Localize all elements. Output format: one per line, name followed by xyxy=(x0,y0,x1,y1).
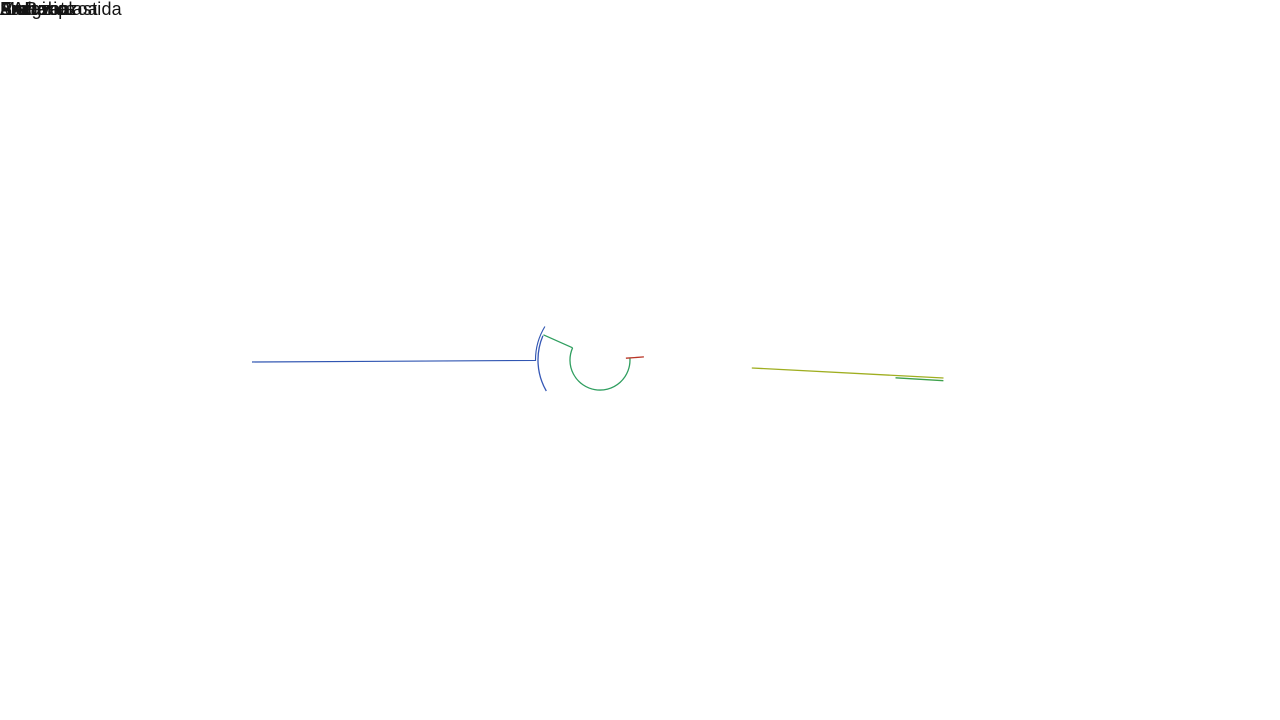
clade-label-bacteria: Bacteria xyxy=(0,0,68,19)
clade-label-archaeplastida: Archaeplastida xyxy=(0,0,122,19)
sector-opisthokonta-top xyxy=(251,326,546,363)
clade-label-archaea: Archaea xyxy=(0,0,69,19)
clade-label-sar: SAR xyxy=(0,0,38,19)
clade-label-amoebozoa: Amoebozoa xyxy=(0,0,98,19)
clade-label-excavata: Excavata xyxy=(0,0,76,19)
root-hub xyxy=(537,334,944,392)
clade-label-metazoa: Metazoa xyxy=(0,0,71,19)
clade-label-fungi: Fungi xyxy=(0,0,47,19)
